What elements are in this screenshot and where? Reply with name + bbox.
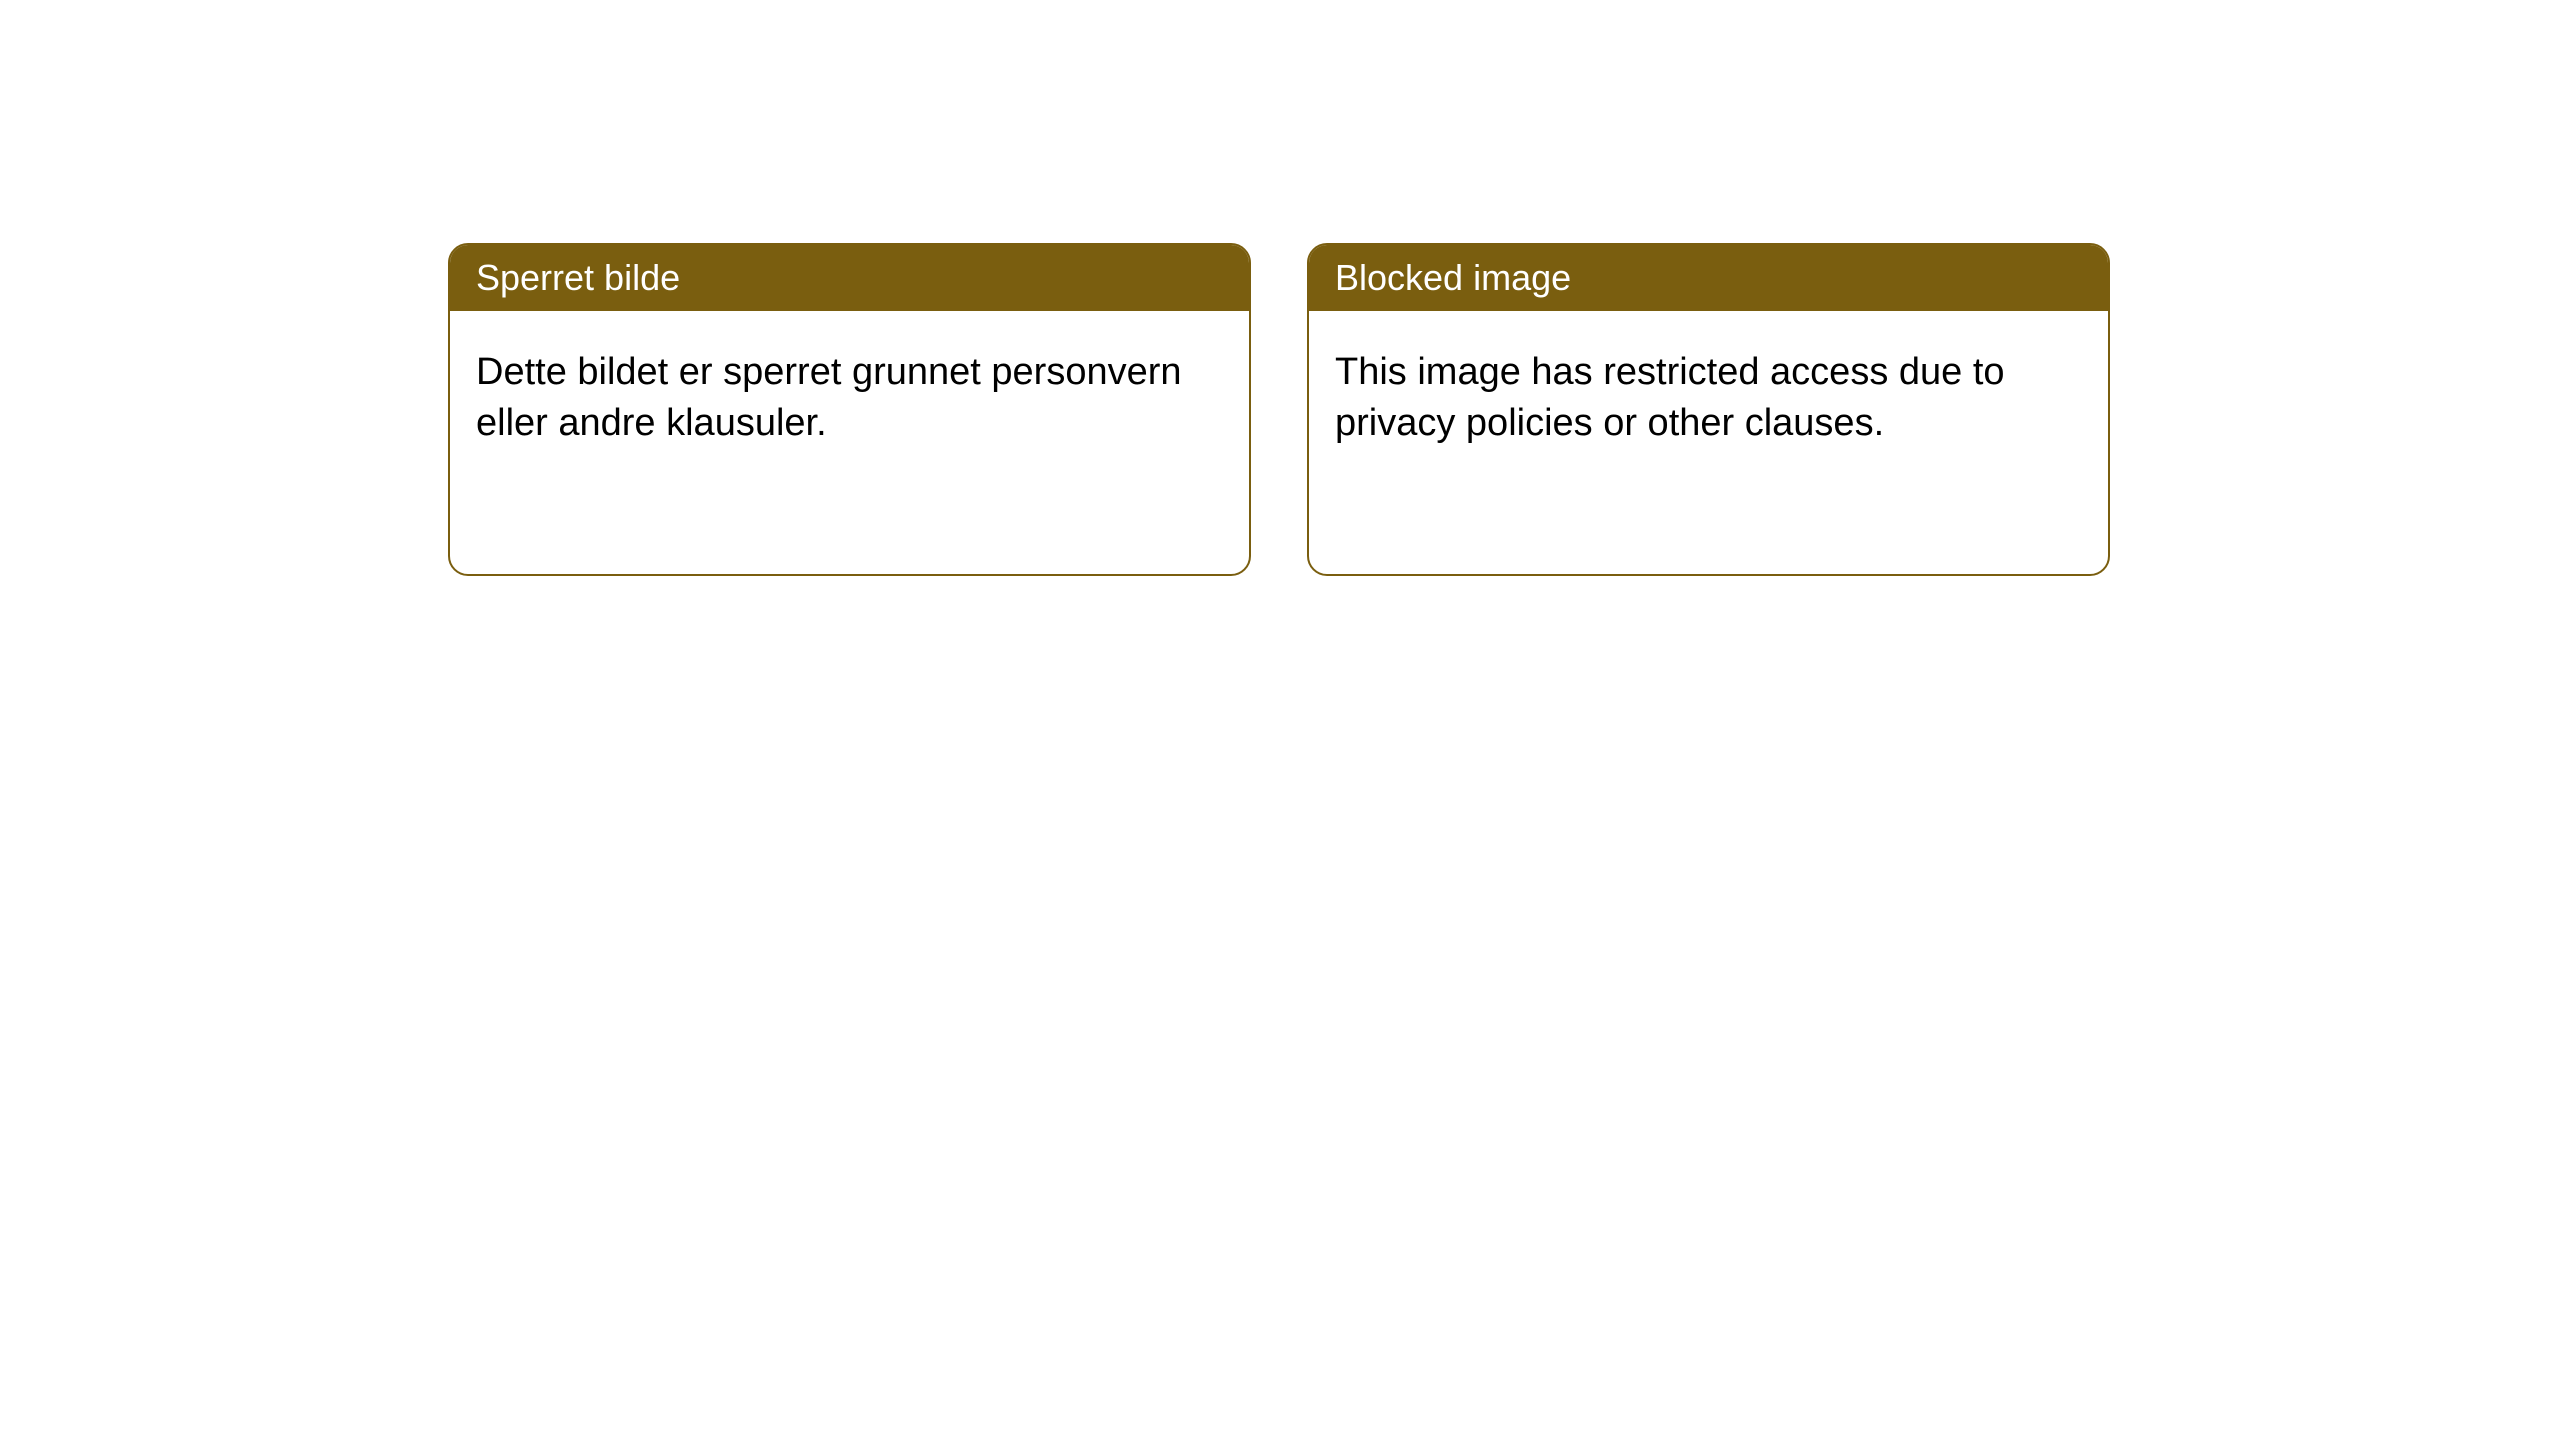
notice-header-norwegian: Sperret bilde [450,245,1249,311]
notice-cards-container: Sperret bilde Dette bildet er sperret gr… [448,243,2110,576]
notice-card-english: Blocked image This image has restricted … [1307,243,2110,576]
notice-body-english: This image has restricted access due to … [1309,311,2108,486]
notice-header-english: Blocked image [1309,245,2108,311]
notice-body-norwegian: Dette bildet er sperret grunnet personve… [450,311,1249,486]
notice-card-norwegian: Sperret bilde Dette bildet er sperret gr… [448,243,1251,576]
